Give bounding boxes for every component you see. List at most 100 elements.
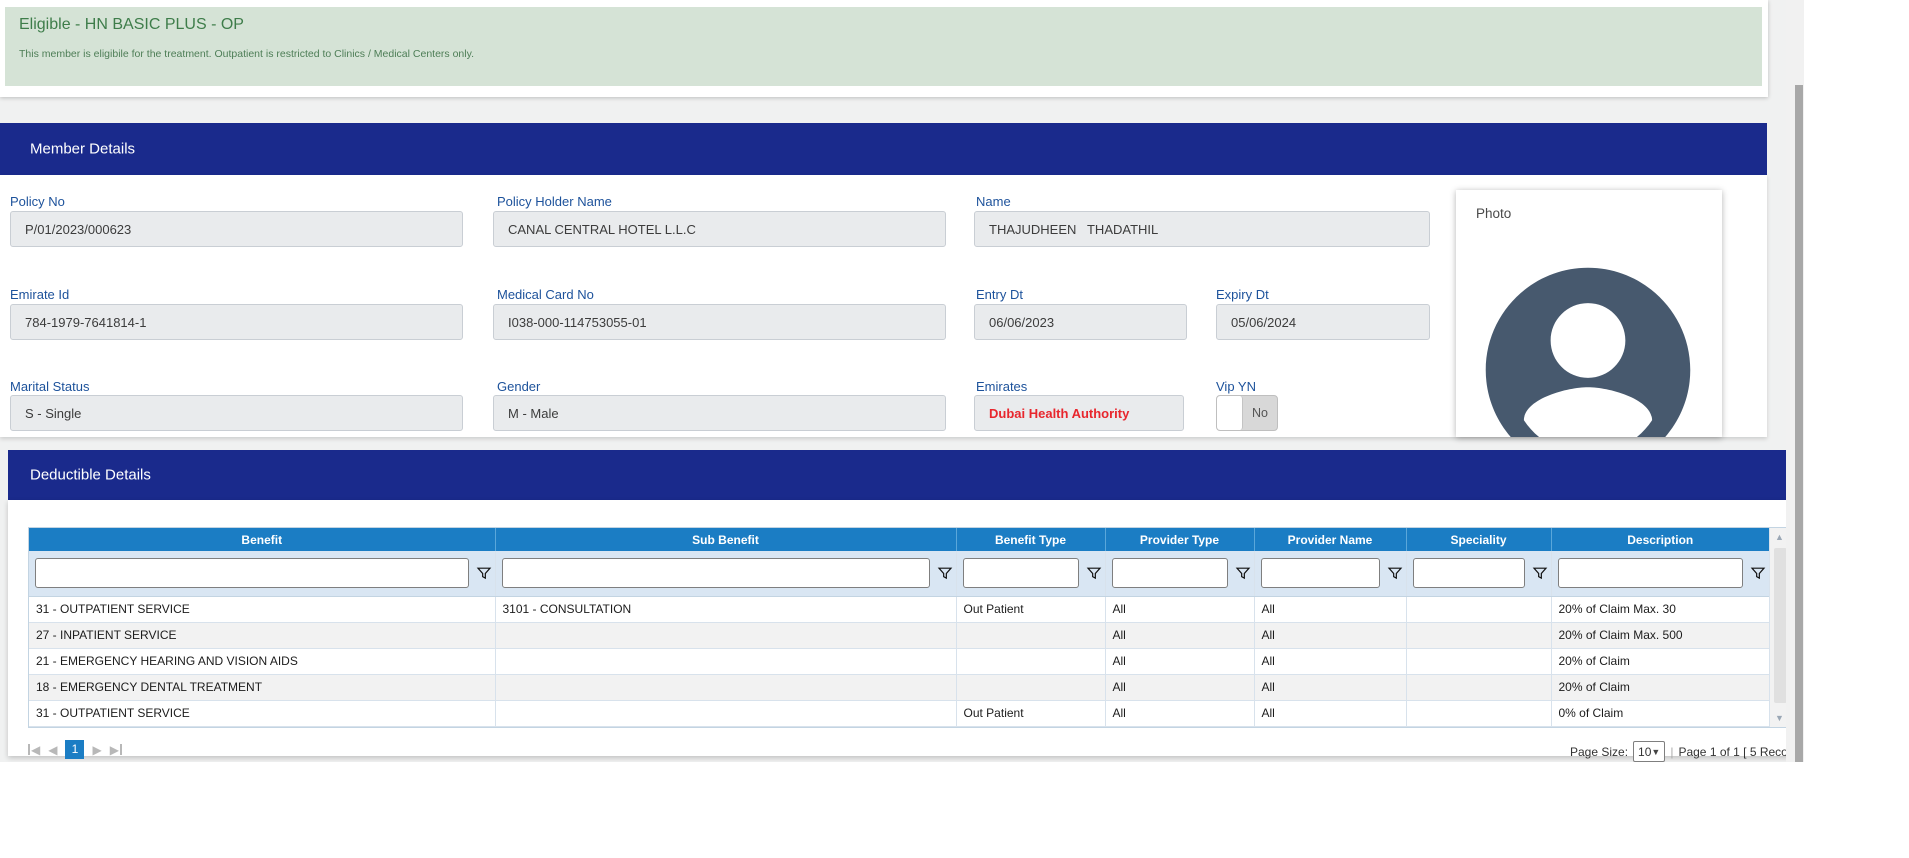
person-avatar-icon — [1485, 267, 1691, 437]
cell-benefit-type: Out Patient — [956, 700, 1106, 727]
pagination-current-page[interactable]: 1 — [65, 740, 85, 759]
column-header-speciality[interactable]: Speciality — [1406, 528, 1552, 551]
cell-sub-benefit — [495, 700, 957, 727]
expiry-dt-label: Expiry Dt — [1216, 287, 1269, 302]
table-row: 31 - OUTPATIENT SERVICE Out Patient All … — [29, 700, 1770, 727]
column-header-sub-benefit[interactable]: Sub Benefit — [495, 528, 957, 551]
policy-holder-name-field[interactable] — [493, 211, 946, 247]
column-header-provider-type[interactable]: Provider Type — [1105, 528, 1255, 551]
cell-provider-type: All — [1105, 700, 1255, 727]
deductible-details-title: Deductible Details — [30, 466, 151, 484]
cell-description: 0% of Claim — [1551, 700, 1770, 727]
cell-benefit: 27 - INPATIENT SERVICE — [29, 622, 496, 649]
pagination-first-button[interactable]: ◀ — [28, 740, 40, 759]
filter-input-provider-name[interactable] — [1260, 558, 1380, 589]
cell-sub-benefit — [495, 674, 957, 701]
grid-scrollbar-thumb[interactable] — [1774, 548, 1787, 703]
cell-benefit-type — [956, 622, 1106, 649]
name-field[interactable] — [974, 211, 1430, 247]
column-header-benefit-type[interactable]: Benefit Type — [956, 528, 1106, 551]
cell-provider-type: All — [1105, 674, 1255, 701]
eligibility-banner-card: Eligible - HN BASIC PLUS - OP This membe… — [0, 0, 1768, 97]
cell-speciality — [1406, 596, 1552, 623]
marital-status-field[interactable] — [10, 395, 463, 431]
entry-dt-field[interactable] — [974, 304, 1187, 340]
page-size-label: Page Size: — [1570, 744, 1629, 759]
filter-funnel-icon[interactable] — [1529, 561, 1551, 585]
deductible-grid: Benefit Sub Benefit Benefit Type Provide… — [28, 527, 1790, 728]
pagination-next-button[interactable]: ▶ — [92, 742, 102, 757]
filter-input-provider-type[interactable] — [1111, 558, 1228, 589]
cell-speciality — [1406, 674, 1552, 701]
cell-benefit: 21 - EMERGENCY HEARING AND VISION AIDS — [29, 648, 496, 675]
filter-funnel-icon[interactable] — [1384, 561, 1406, 585]
cell-sub-benefit — [495, 648, 957, 675]
cell-speciality — [1406, 648, 1552, 675]
filter-funnel-icon[interactable] — [1083, 561, 1105, 585]
cell-provider-type: All — [1105, 648, 1255, 675]
vip-yn-label: Vip YN — [1216, 379, 1256, 394]
gender-field[interactable] — [493, 395, 946, 431]
cell-provider-type: All — [1105, 596, 1255, 623]
name-label: Name — [976, 194, 1011, 209]
pagination-controls: ◀ ◀ 1 ▶ ▶ — [28, 740, 122, 759]
column-header-provider-name[interactable]: Provider Name — [1254, 528, 1407, 551]
column-header-benefit[interactable]: Benefit — [29, 528, 496, 551]
page-scrollbar-thumb[interactable] — [1795, 85, 1803, 762]
cell-benefit-type — [956, 648, 1106, 675]
scroll-down-icon[interactable]: ▼ — [1775, 712, 1784, 723]
page-info: Page 1 of 1 [ 5 Records] — [1678, 744, 1804, 759]
policy-no-field[interactable] — [10, 211, 463, 247]
table-row: 27 - INPATIENT SERVICE All All 20% of Cl… — [29, 622, 1770, 649]
cell-speciality — [1406, 622, 1552, 649]
deductible-details-header: Deductible Details — [8, 450, 1797, 500]
pagination-prev-button[interactable]: ◀ — [48, 742, 58, 757]
chevron-down-icon: ▼ — [1651, 746, 1661, 757]
filter-input-benefit[interactable] — [35, 558, 469, 589]
emirate-id-field[interactable] — [10, 304, 463, 340]
filter-funnel-icon[interactable] — [1232, 561, 1254, 585]
filter-input-speciality[interactable] — [1412, 558, 1525, 589]
pager-divider: | — [1670, 744, 1674, 759]
page-size-value: 10 — [1638, 744, 1652, 759]
scroll-up-icon[interactable]: ▲ — [1775, 532, 1784, 542]
cell-benefit: 31 - OUTPATIENT SERVICE — [29, 700, 496, 727]
emirates-field[interactable] — [974, 395, 1184, 431]
marital-status-label: Marital Status — [10, 379, 90, 394]
cell-provider-name: All — [1254, 622, 1407, 649]
entry-dt-label: Entry Dt — [976, 287, 1023, 302]
filter-funnel-icon[interactable] — [934, 561, 956, 585]
cell-benefit: 18 - EMERGENCY DENTAL TREATMENT — [29, 674, 496, 701]
table-row: 31 - OUTPATIENT SERVICE 3101 - CONSULTAT… — [29, 596, 1770, 623]
cell-description: 20% of Claim Max. 30 — [1551, 596, 1770, 623]
cell-provider-name: All — [1254, 674, 1407, 701]
grid-header-row: Benefit Sub Benefit Benefit Type Provide… — [29, 528, 1769, 551]
grid-scrollbar[interactable]: ▲ ▼ — [1769, 528, 1789, 727]
filter-funnel-icon[interactable] — [473, 561, 495, 585]
filter-input-sub-benefit[interactable] — [501, 558, 930, 589]
filter-funnel-icon[interactable] — [1747, 561, 1769, 585]
cell-provider-name: All — [1254, 648, 1407, 675]
cell-sub-benefit — [495, 622, 957, 649]
table-row: 21 - EMERGENCY HEARING AND VISION AIDS A… — [29, 648, 1770, 675]
cell-benefit: 31 - OUTPATIENT SERVICE — [29, 596, 496, 623]
filter-input-benefit-type[interactable] — [962, 558, 1079, 589]
pagination-last-button[interactable]: ▶ — [110, 740, 122, 759]
member-details-header: Member Details — [0, 123, 1767, 175]
photo-label: Photo — [1476, 206, 1512, 221]
page-size-select[interactable]: 10 ▼ — [1633, 741, 1666, 762]
filter-input-description[interactable] — [1557, 558, 1743, 589]
vip-yn-toggle[interactable]: No — [1216, 395, 1278, 431]
cell-benefit-type — [956, 674, 1106, 701]
vip-yn-value: No — [1252, 406, 1268, 420]
table-row: 18 - EMERGENCY DENTAL TREATMENT All All … — [29, 674, 1770, 701]
cell-provider-name: All — [1254, 596, 1407, 623]
expiry-dt-field[interactable] — [1216, 304, 1430, 340]
cell-description: 20% of Claim Max. 500 — [1551, 622, 1770, 649]
eligibility-message: This member is eligibile for the treatme… — [19, 48, 474, 60]
medical-card-no-field[interactable] — [493, 304, 946, 340]
medical-card-no-label: Medical Card No — [497, 287, 594, 302]
column-header-description[interactable]: Description — [1551, 528, 1769, 551]
toggle-knob — [1217, 396, 1243, 430]
grid-filter-row — [29, 551, 1770, 597]
